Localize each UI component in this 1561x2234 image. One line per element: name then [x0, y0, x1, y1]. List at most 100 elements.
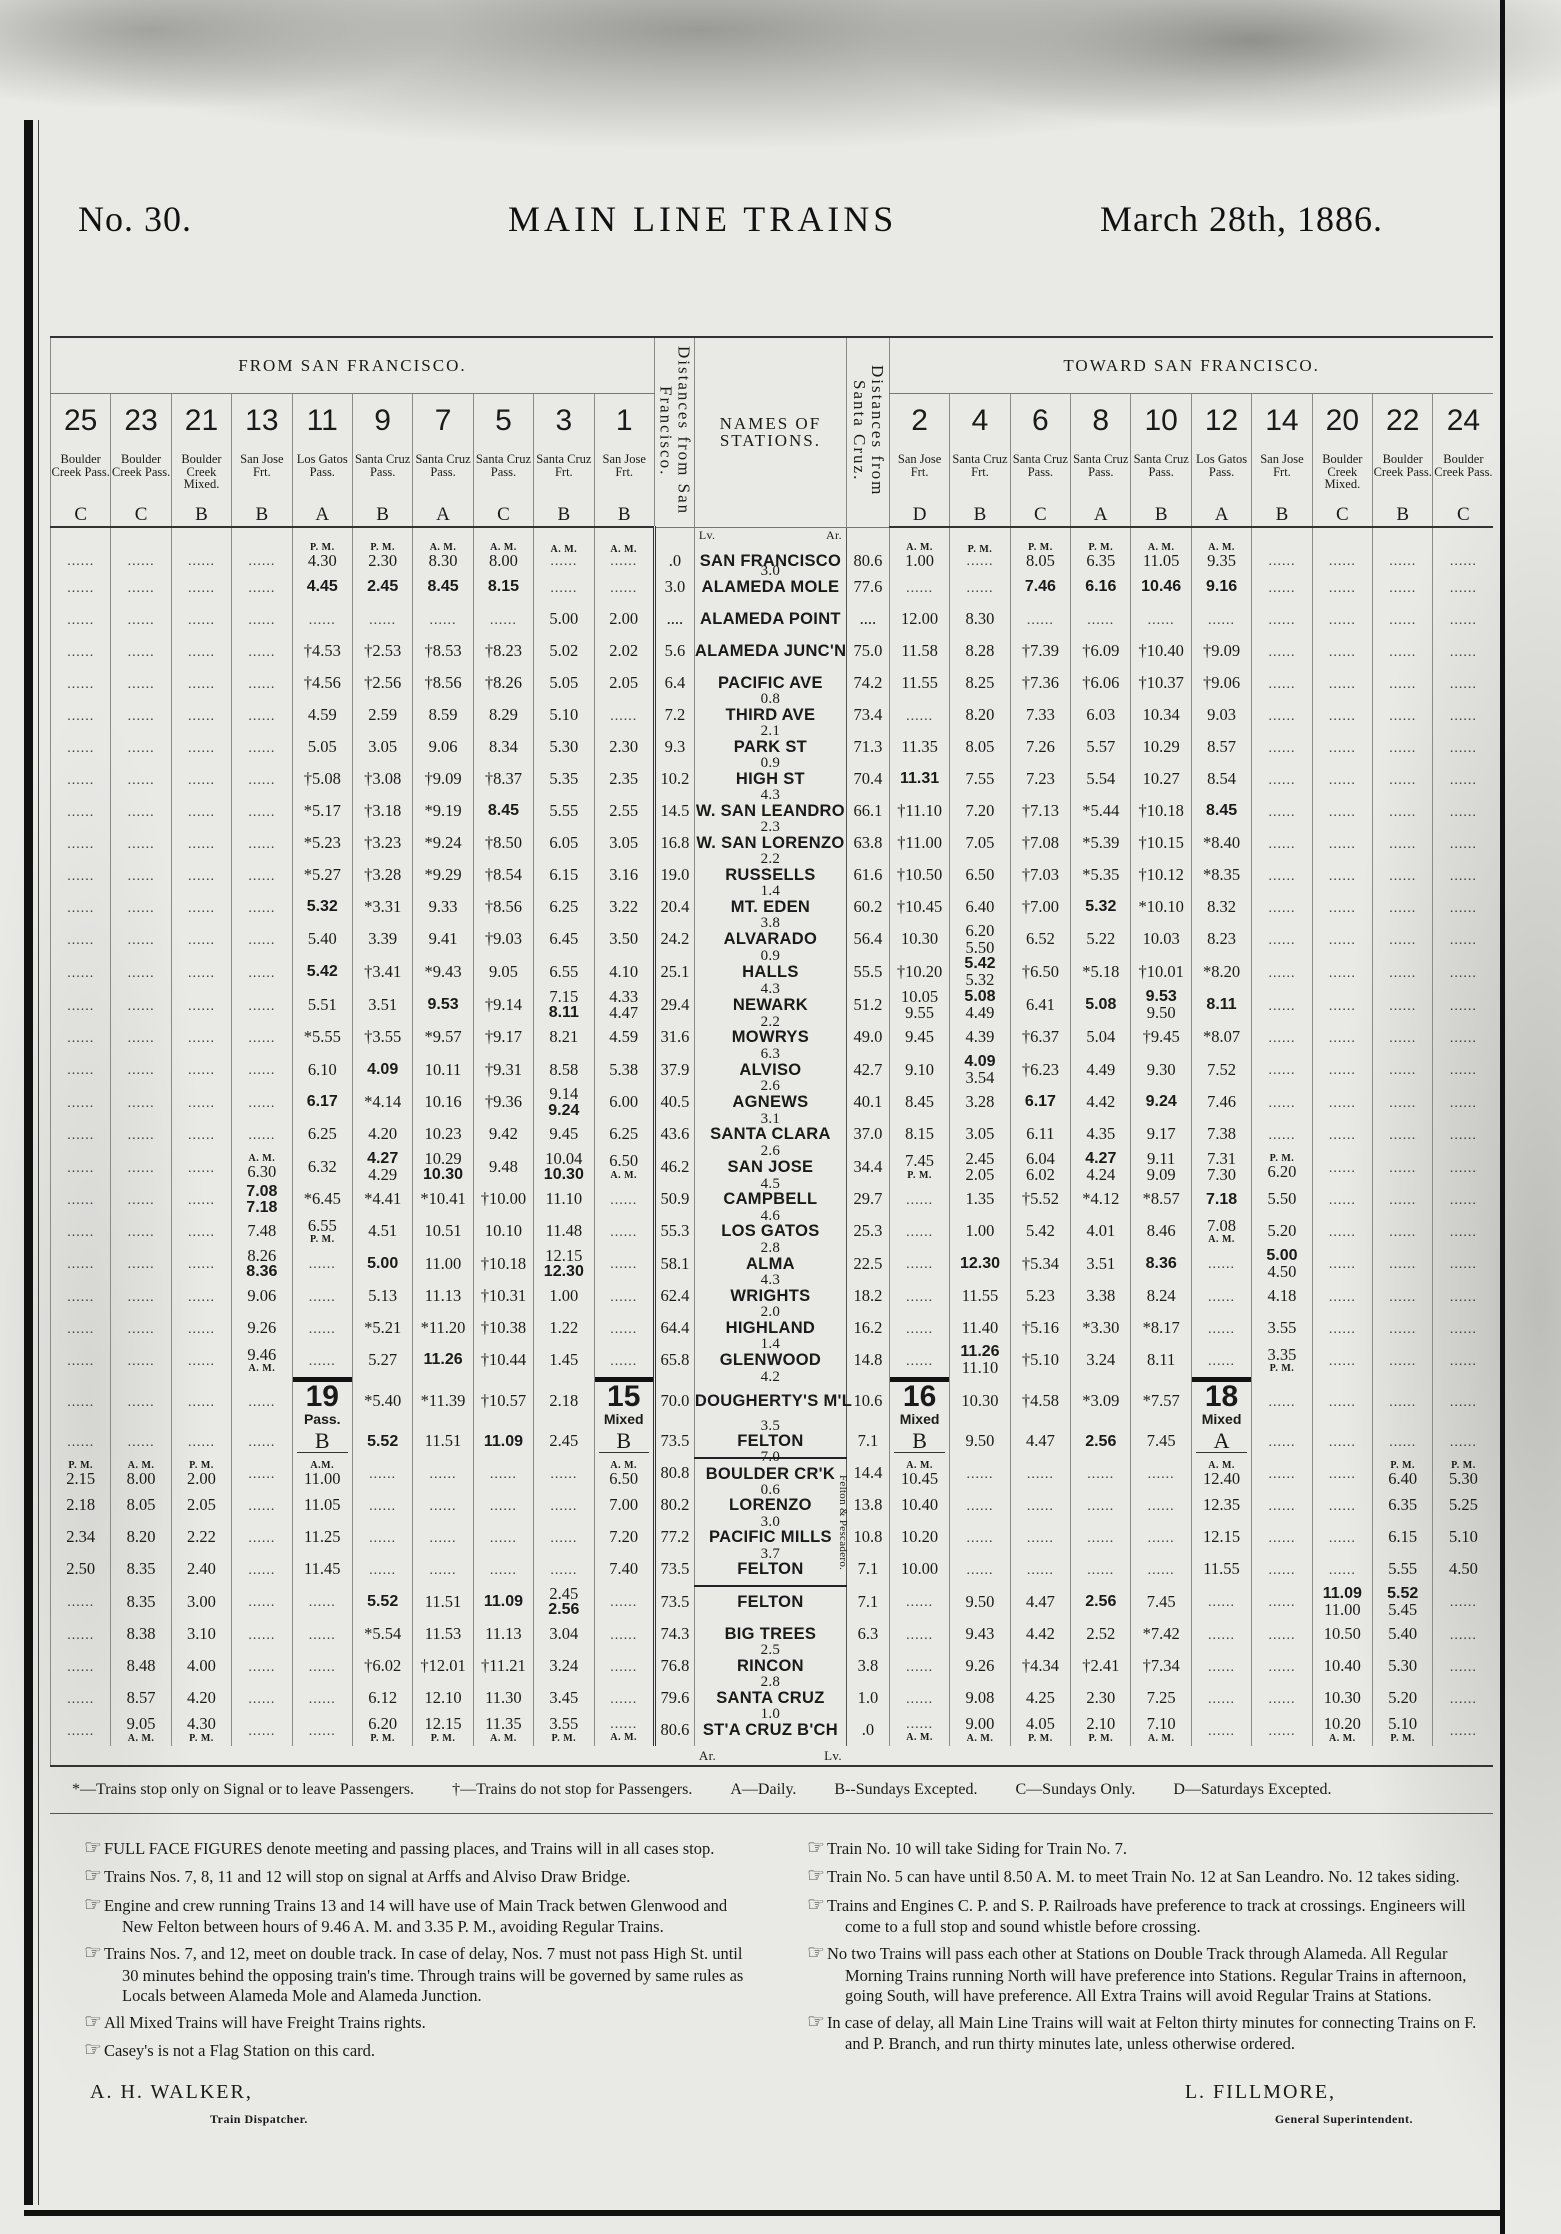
- time-value: 9.14: [549, 1084, 579, 1103]
- time-value: 5.27: [368, 1350, 398, 1369]
- time-cell: ......: [1311, 1344, 1373, 1377]
- time-value: 7.25: [1146, 1687, 1176, 1707]
- train-days-code: B: [949, 503, 1011, 528]
- empty-leader: ......: [610, 1716, 638, 1732]
- time-cell: ......: [170, 635, 232, 667]
- empty-leader: ......: [1328, 965, 1356, 981]
- time-value: 7.52: [1207, 1059, 1236, 1079]
- train-description: Boulder Creek Pass.: [110, 449, 172, 503]
- train-number: 1: [593, 393, 655, 449]
- time-value: *9.19: [424, 800, 462, 820]
- time-cell: ......: [291, 1650, 353, 1682]
- empty-leader: ......: [1268, 1128, 1296, 1143]
- empty-leader: ......: [610, 1321, 638, 1337]
- time-value: 8.05: [126, 1495, 156, 1515]
- meeting-time-value: 6.16: [1085, 578, 1117, 595]
- time-cell: †10.37: [1130, 667, 1192, 699]
- time-cell: †10.12: [1130, 859, 1192, 891]
- time-cell: ......: [1311, 571, 1373, 603]
- train-number: 22: [1372, 393, 1433, 449]
- time-cell: †8.37: [472, 763, 534, 795]
- dist-from-sf: 10.2: [652, 763, 695, 795]
- time-value: 9.11: [1147, 1148, 1176, 1168]
- empty-leader: ......: [248, 1563, 276, 1578]
- time-value: 10.03: [1142, 929, 1180, 949]
- station-name: CAMPBELL: [723, 1190, 818, 1209]
- time-value: 1.00: [549, 1285, 579, 1305]
- time-cell: 3.22: [593, 891, 655, 923]
- dist-from-sc: 34.4: [845, 1150, 890, 1184]
- station-name-cell: PARK ST 0.9: [693, 731, 847, 771]
- time-cell: ......: [49, 667, 111, 699]
- segment-distance: 4.2: [760, 1368, 781, 1385]
- time-cell: 2.22: [170, 1521, 232, 1554]
- empty-leader: ......: [1268, 1531, 1296, 1546]
- station-row: ........................ 5.42 †3.41 *9.43 9.…: [49, 956, 1494, 996]
- time-value: 7.08: [1207, 1215, 1236, 1235]
- time-cell: ......: [1311, 1425, 1373, 1458]
- time-cell: 7.33: [1009, 699, 1071, 731]
- time-value: †5.10: [1021, 1350, 1059, 1369]
- time-value: 5.52: [1387, 1584, 1419, 1602]
- empty-leader: ......: [1268, 1723, 1296, 1739]
- time-cell: 5.42: [291, 956, 353, 989]
- time-value: 6.03: [1086, 704, 1116, 724]
- time-value: †6.50: [1021, 962, 1059, 981]
- dist-from-sc: 6.3: [845, 1618, 890, 1650]
- empty-leader: ......: [187, 1160, 215, 1176]
- time-value: †7.08: [1021, 832, 1059, 852]
- time-cell: ......: [170, 699, 232, 731]
- time-cell: ......: [49, 1053, 111, 1086]
- station-name-cell: HIGH ST 4.3: [693, 763, 847, 803]
- time-cell: 7.55: [949, 763, 1011, 795]
- time-value: *5.39: [1082, 832, 1120, 852]
- time-cell: ......: [110, 859, 172, 891]
- time-value: †12.01: [420, 1655, 466, 1675]
- time-cell: ......: [351, 603, 413, 635]
- segment-distance: 2.6: [760, 1078, 781, 1094]
- time-cell: ......: [593, 699, 655, 731]
- empty-leader: ......: [1208, 1595, 1236, 1611]
- train-description: San Jose Frt.: [593, 449, 655, 503]
- time-cell: ......: [351, 1521, 413, 1554]
- time-cell: ......: [291, 1247, 353, 1280]
- time-cell: ......: [1432, 827, 1494, 859]
- time-value: 3.35: [1267, 1344, 1297, 1364]
- empty-leader: ......: [1449, 1289, 1477, 1305]
- time-cell: †3.18: [351, 795, 413, 827]
- station-name-cell: GLENWOOD 4.2: [693, 1344, 847, 1384]
- station-name: GLENWOOD: [719, 1351, 822, 1369]
- station-names-heading: NAMES OF STATIONS.: [693, 337, 847, 528]
- empty-leader: ......: [1389, 1353, 1417, 1369]
- dist-from-sc: 55.5: [845, 956, 890, 989]
- time-cell: †7.34: [1130, 1650, 1192, 1682]
- time-cell: ......: [1432, 1344, 1494, 1377]
- time-cell: ......: [170, 1150, 232, 1184]
- time-cell: 2.10 P. M.: [1070, 1714, 1131, 1746]
- time-value: 4.42: [1086, 1092, 1116, 1111]
- time-cell: *5.44: [1070, 795, 1131, 827]
- time-cell: ......: [593, 1682, 655, 1714]
- time-cell: 7.45: [1130, 1425, 1192, 1458]
- time-value: †10.18: [480, 1253, 527, 1273]
- time-cell: ......: [1251, 1457, 1313, 1490]
- time-value: †5.08: [303, 768, 341, 788]
- empty-leader: ......: [1389, 836, 1417, 852]
- meridiem-label: P. M.: [309, 1234, 335, 1246]
- time-cell: 6.25: [593, 1118, 655, 1151]
- empty-leader: ......: [67, 1353, 95, 1369]
- time-value: 4.51: [368, 1221, 398, 1241]
- time-cell: 5.08 4.49: [949, 988, 1011, 1022]
- empty-leader: ......: [1208, 1321, 1236, 1337]
- time-cell: 5.00: [351, 1247, 413, 1280]
- time-value: 5.38: [609, 1059, 639, 1079]
- time-cell: †5.16: [1009, 1312, 1071, 1344]
- station-row: ...... 8.35 3.00............ 5.52 11.51 11.09…: [49, 1584, 1494, 1618]
- time-value: *7.57: [1142, 1390, 1180, 1410]
- time-cell: †11.00: [888, 827, 950, 859]
- empty-leader: ......: [127, 1435, 155, 1450]
- time-value: 10.40: [1323, 1655, 1361, 1675]
- empty-leader: ......: [906, 1691, 934, 1707]
- meridiem-label: A. M.: [906, 541, 933, 553]
- station-name: W. SAN LORENZO: [696, 833, 845, 852]
